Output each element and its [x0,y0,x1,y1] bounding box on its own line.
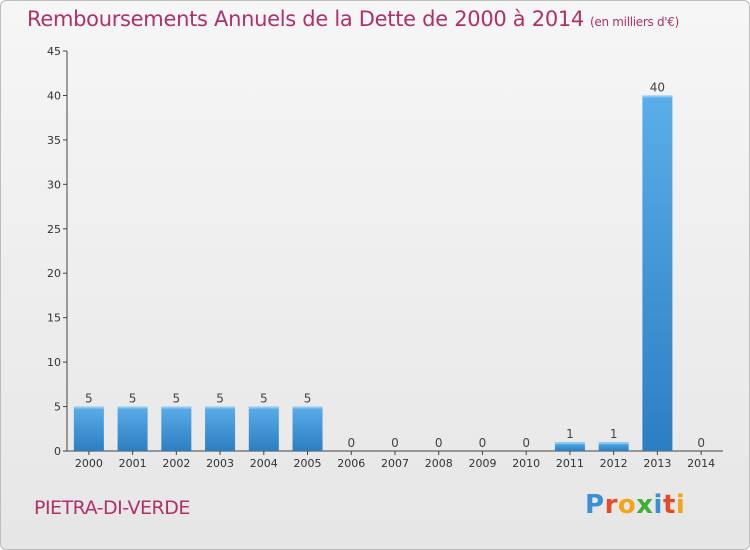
data-label-2001: 5 [129,392,137,406]
data-label-2000: 5 [85,392,93,406]
y-tick-label: 20 [47,267,61,280]
x-tick-label: 2000 [75,457,103,470]
logo-letter: i [653,490,663,520]
logo-letter: P [585,490,605,520]
x-tick-label: 2010 [512,457,540,470]
x-tick-label: 2013 [643,457,671,470]
data-label-2009: 0 [479,436,487,450]
x-tick-label: 2005 [294,457,322,470]
y-tick-label: 45 [47,45,61,58]
y-tick-label: 35 [47,134,61,147]
logo-letter: x [636,490,654,520]
y-tick-label: 40 [47,89,61,102]
y-tick-label: 10 [47,356,61,369]
bar-highlight [642,95,673,98]
y-tick-label: 5 [54,401,61,414]
bar-2013 [642,95,673,451]
logo-letter: r [604,490,618,520]
place-name: PIETRA-DI-VERDE [34,497,190,519]
x-tick-label: 2001 [119,457,147,470]
logo-letter: o [617,490,637,520]
bar-highlight [73,406,104,409]
data-label-2005: 5 [304,392,312,406]
bar-2001 [117,406,148,451]
x-tick-label: 2011 [556,457,584,470]
x-tick-label: 2009 [468,457,496,470]
x-tick-label: 2012 [600,457,628,470]
bar-highlight [598,442,629,445]
data-label-2004: 5 [260,392,268,406]
data-label-2010: 0 [522,436,530,450]
bar-2012 [598,442,629,451]
data-label-2003: 5 [216,392,224,406]
logo-letter: i [675,490,686,520]
x-tick-label: 2014 [687,457,715,470]
data-label-2014: 0 [697,436,705,450]
data-label-2013: 40 [650,80,665,94]
y-tick-label: 15 [47,312,61,325]
bar-highlight [205,406,236,409]
x-tick-label: 2006 [337,457,365,470]
x-tick-label: 2004 [250,457,278,470]
data-label-2008: 0 [435,436,443,450]
bar-highlight [292,406,323,409]
data-label-2007: 0 [391,436,399,450]
bar-2011 [554,442,585,451]
y-tick-label: 0 [54,445,61,458]
bar-highlight [161,406,192,409]
chart-subtitle: (en milliers d'€) [590,15,680,29]
x-tick-label: 2008 [425,457,453,470]
x-tick-label: 2007 [381,457,409,470]
chart-title-text: Remboursements Annuels de la Dette de 20… [27,7,584,31]
bar-2003 [205,406,236,451]
bar-highlight [554,442,585,445]
y-tick-label: 30 [47,178,61,191]
bar-highlight [117,406,148,409]
data-label-2011: 1 [566,427,574,441]
logo-letter: t [662,490,676,520]
bar-2004 [248,406,279,451]
x-tick-label: 2002 [162,457,190,470]
proxiti-logo: Proxiti [585,490,685,520]
data-label-2012: 1 [610,427,618,441]
bar-2002 [161,406,192,451]
x-tick-label: 2003 [206,457,234,470]
bar-highlight [248,406,279,409]
bar-2000 [73,406,104,451]
data-label-2006: 0 [347,436,355,450]
chart-title: Remboursements Annuels de la Dette de 20… [27,7,679,31]
y-tick-label: 25 [47,223,61,236]
data-label-2002: 5 [173,392,181,406]
bar-2005 [292,406,323,451]
